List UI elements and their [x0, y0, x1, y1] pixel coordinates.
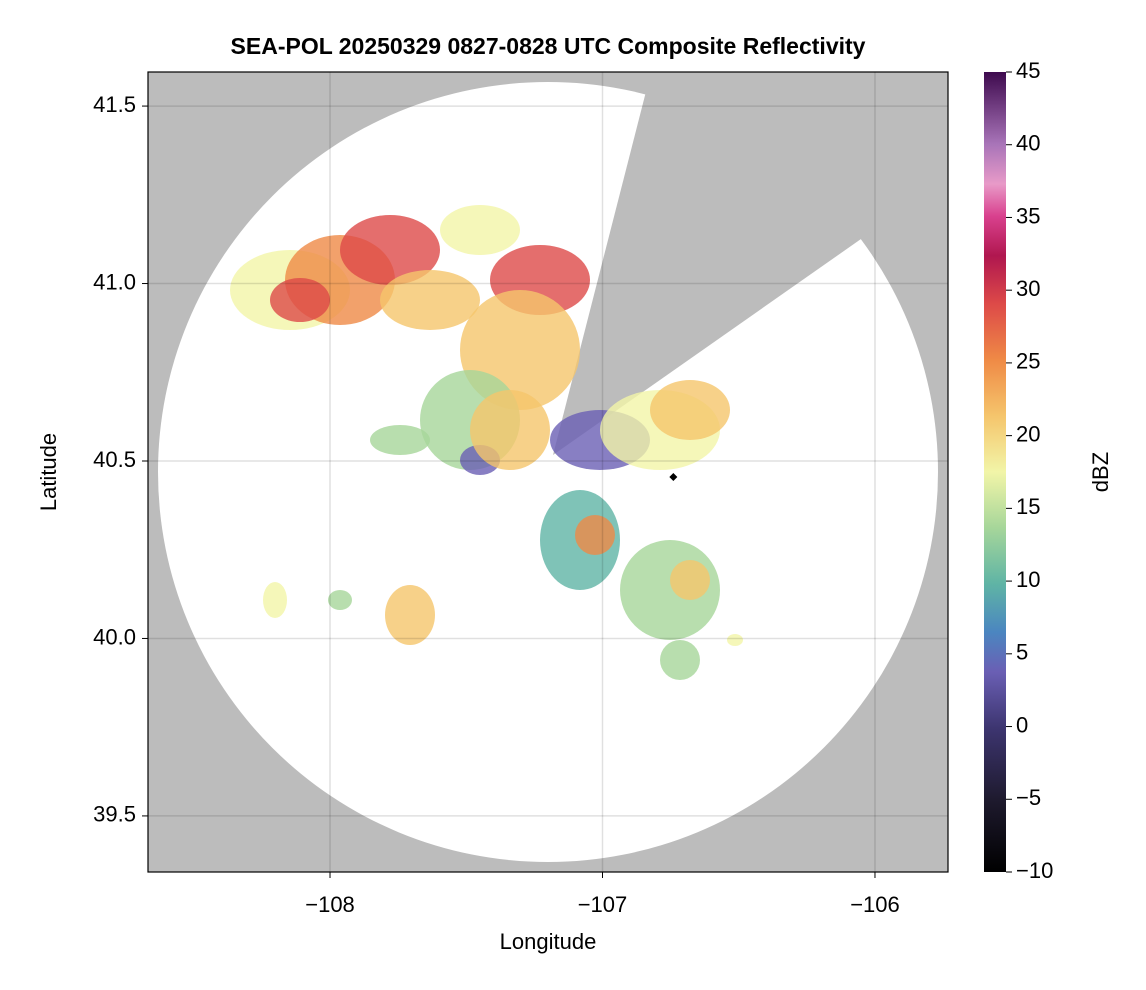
- echo: [385, 585, 435, 645]
- colorbar-tick-label: −5: [1016, 785, 1041, 810]
- colorbar-tick-label: 20: [1016, 421, 1040, 446]
- echo: [380, 270, 480, 330]
- echo: [328, 590, 352, 610]
- echo: [470, 390, 550, 470]
- grid: [148, 72, 948, 872]
- echo: [670, 560, 710, 600]
- echo: [440, 205, 520, 255]
- y-axis-label: Latitude: [36, 433, 61, 511]
- colorbar-tick-label: −10: [1016, 858, 1053, 883]
- y-tick-label: 41.5: [93, 92, 136, 117]
- plot-frame: [147, 71, 949, 873]
- y-tick-label: 41.0: [93, 269, 136, 294]
- echo: [660, 640, 700, 680]
- echo: [727, 634, 743, 646]
- colorbar-tick-label: 10: [1016, 567, 1040, 592]
- echo: [650, 380, 730, 440]
- echoes: [230, 205, 743, 680]
- x-tick-label: −107: [578, 892, 628, 917]
- chart-title: SEA-POL 20250329 0827-0828 UTC Composite…: [231, 33, 866, 59]
- echo: [270, 278, 330, 322]
- colorbar-tick-label: 45: [1016, 58, 1040, 83]
- colorbar-tick-label: 40: [1016, 131, 1040, 156]
- y-tick-label: 39.5: [93, 802, 136, 827]
- echo: [340, 215, 440, 285]
- x-axis-label: Longitude: [500, 929, 597, 954]
- colorbar-tick-label: 15: [1016, 494, 1040, 519]
- colorbar-tick-label: 30: [1016, 276, 1040, 301]
- colorbar-label: dBZ: [1088, 452, 1113, 492]
- colorbar: [984, 72, 1006, 872]
- echo: [263, 582, 287, 618]
- y-tick-label: 40.5: [93, 447, 136, 472]
- echo: [575, 515, 615, 555]
- colorbar-tick-label: 35: [1016, 203, 1040, 228]
- blocked-sector: [553, 72, 948, 455]
- y-tick-label: 40.0: [93, 624, 136, 649]
- colorbar-tick-label: 5: [1016, 640, 1028, 665]
- site-marker: [669, 472, 678, 481]
- x-tick-label: −106: [850, 892, 900, 917]
- plot-area: [148, 72, 948, 872]
- x-tick-label: −108: [305, 892, 355, 917]
- colorbar-tick-label: 25: [1016, 349, 1040, 374]
- echo: [370, 425, 430, 455]
- colorbar-tick-label: 0: [1016, 712, 1028, 737]
